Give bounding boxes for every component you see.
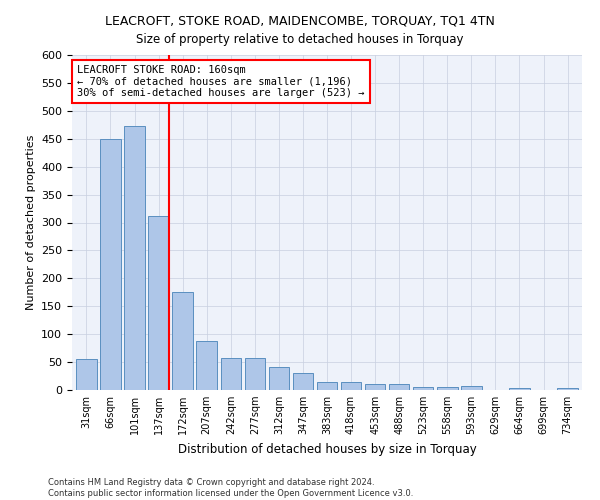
Bar — [245, 358, 265, 390]
Bar — [124, 126, 145, 390]
Bar — [269, 367, 289, 390]
Bar — [341, 382, 361, 390]
Bar — [293, 373, 313, 390]
Bar — [172, 292, 193, 390]
Bar — [413, 386, 433, 390]
Text: LEACROFT STOKE ROAD: 160sqm
← 70% of detached houses are smaller (1,196)
30% of : LEACROFT STOKE ROAD: 160sqm ← 70% of det… — [77, 65, 365, 98]
Y-axis label: Number of detached properties: Number of detached properties — [26, 135, 35, 310]
Bar — [557, 388, 578, 390]
Bar — [76, 360, 97, 390]
Text: LEACROFT, STOKE ROAD, MAIDENCOMBE, TORQUAY, TQ1 4TN: LEACROFT, STOKE ROAD, MAIDENCOMBE, TORQU… — [105, 15, 495, 28]
Bar — [317, 382, 337, 390]
Bar — [196, 341, 217, 390]
Bar — [221, 358, 241, 390]
Bar — [389, 384, 409, 390]
Text: Contains HM Land Registry data © Crown copyright and database right 2024.
Contai: Contains HM Land Registry data © Crown c… — [48, 478, 413, 498]
Bar — [365, 384, 385, 390]
Bar — [461, 386, 482, 390]
Bar — [509, 388, 530, 390]
Bar — [437, 386, 458, 390]
Bar — [100, 138, 121, 390]
Bar — [148, 216, 169, 390]
Text: Size of property relative to detached houses in Torquay: Size of property relative to detached ho… — [136, 32, 464, 46]
X-axis label: Distribution of detached houses by size in Torquay: Distribution of detached houses by size … — [178, 442, 476, 456]
